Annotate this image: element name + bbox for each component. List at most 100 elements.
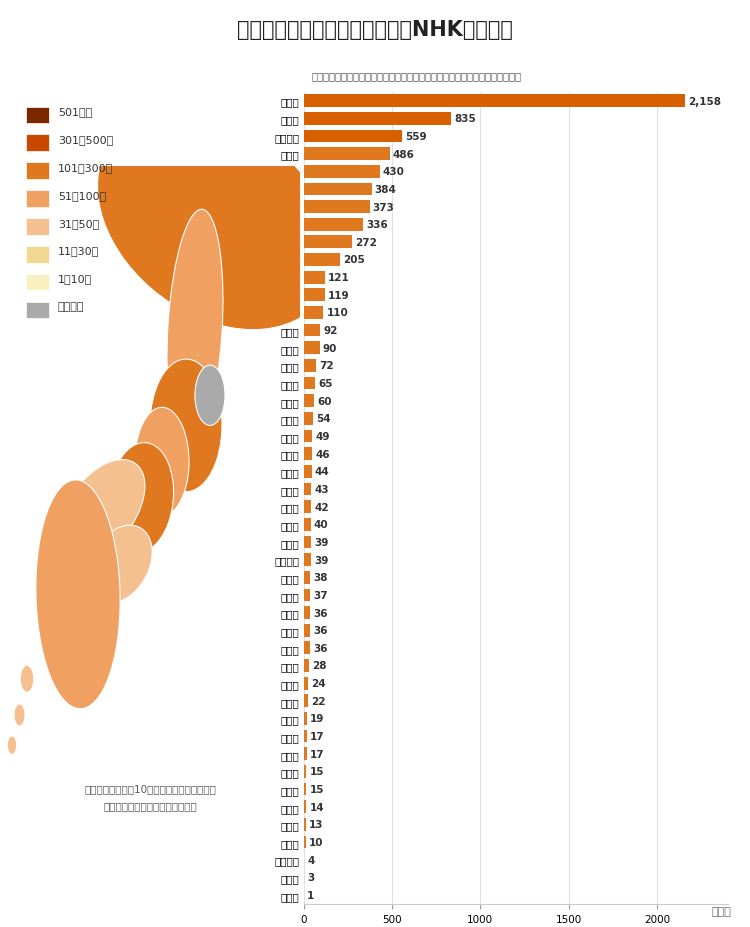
Text: 336: 336 (366, 220, 388, 230)
Text: 39: 39 (314, 538, 328, 547)
Bar (304, 553, 310, 566)
Text: 272: 272 (355, 237, 376, 248)
Bar (304, 95, 685, 108)
Circle shape (20, 666, 34, 692)
Bar (304, 219, 363, 232)
Text: 44: 44 (315, 467, 329, 476)
Bar (304, 360, 316, 373)
Bar (304, 430, 313, 443)
Text: 17: 17 (310, 749, 325, 759)
Ellipse shape (36, 480, 120, 709)
Bar (304, 184, 371, 196)
Text: 301～500人: 301～500人 (58, 135, 113, 145)
Text: 発表なし: 発表なし (58, 302, 84, 311)
Bar (304, 589, 310, 602)
Text: 下のグラフや数字をクリック・タップするとその都道府県の推移を見られます: 下のグラフや数字をクリック・タップするとその都道府県の推移を見られます (311, 71, 521, 82)
Text: 90: 90 (322, 343, 338, 353)
Bar (304, 483, 311, 496)
Ellipse shape (150, 360, 222, 492)
Bar (304, 289, 325, 302)
Text: 40: 40 (314, 520, 328, 529)
Text: 49: 49 (316, 432, 330, 441)
Text: 11～30人: 11～30人 (58, 247, 99, 256)
Ellipse shape (59, 460, 145, 561)
Text: 205: 205 (343, 255, 364, 265)
Bar (304, 624, 310, 637)
Bar (304, 501, 311, 514)
Ellipse shape (135, 408, 189, 516)
Text: 430: 430 (382, 167, 405, 177)
Bar (304, 377, 315, 390)
Text: （４月１４日午前10時半までの情報を表示）: （４月１４日午前10時半までの情報を表示） (84, 783, 216, 794)
Ellipse shape (98, 112, 334, 330)
Text: 13: 13 (309, 819, 324, 830)
Text: 24: 24 (311, 679, 326, 689)
Bar (304, 659, 309, 672)
Bar (304, 395, 314, 408)
Text: 38: 38 (314, 573, 328, 582)
Text: 28: 28 (312, 661, 326, 671)
Bar (304, 272, 325, 285)
Bar (304, 783, 307, 795)
Bar (304, 324, 320, 337)
Ellipse shape (108, 443, 174, 553)
Text: 15: 15 (310, 767, 324, 777)
Text: 42: 42 (314, 502, 329, 512)
Bar (304, 694, 307, 707)
Text: 2,158: 2,158 (688, 96, 721, 107)
Bar (304, 201, 370, 213)
Text: 4: 4 (308, 855, 315, 865)
Bar (304, 819, 306, 831)
Bar (304, 571, 310, 584)
Bar (304, 166, 380, 178)
Bar (304, 641, 310, 654)
Text: 22: 22 (310, 696, 326, 706)
Circle shape (14, 705, 25, 726)
Text: 10: 10 (309, 837, 323, 847)
Bar (304, 148, 389, 160)
Text: 36: 36 (314, 626, 328, 636)
Ellipse shape (195, 365, 225, 426)
Text: 36: 36 (314, 643, 328, 654)
Bar (304, 342, 320, 355)
Text: 65: 65 (319, 378, 333, 388)
Bar (304, 536, 310, 549)
Bar (304, 131, 403, 143)
Bar (304, 307, 323, 320)
Text: 36: 36 (314, 608, 328, 618)
Text: 559: 559 (406, 132, 427, 142)
Bar (304, 801, 306, 813)
Text: （人）: （人） (711, 906, 731, 916)
Text: 121: 121 (328, 273, 350, 283)
Bar (304, 606, 310, 619)
Text: 51～100人: 51～100人 (58, 191, 106, 200)
Bar (304, 254, 340, 267)
Text: 都道府県別の感染者数（累計・NHKまとめ）: 都道府県別の感染者数（累計・NHKまとめ） (237, 20, 513, 41)
Bar (304, 236, 352, 249)
Text: 3: 3 (308, 872, 315, 883)
Text: 1～10人: 1～10人 (58, 274, 92, 284)
Text: 119: 119 (328, 290, 350, 300)
Text: 60: 60 (317, 396, 332, 406)
Text: 39: 39 (314, 555, 328, 565)
Bar (304, 448, 312, 461)
Circle shape (8, 736, 16, 755)
Text: 15: 15 (310, 784, 324, 794)
Text: 835: 835 (454, 114, 476, 124)
Bar (304, 518, 310, 531)
Bar (304, 747, 307, 760)
Text: 14: 14 (310, 802, 324, 812)
Ellipse shape (167, 210, 223, 449)
Text: 110: 110 (326, 308, 348, 318)
Text: 37: 37 (314, 590, 328, 601)
Text: 373: 373 (373, 202, 394, 212)
Text: 92: 92 (323, 325, 338, 336)
Bar (304, 413, 313, 425)
Text: 486: 486 (393, 149, 415, 159)
Text: 31～50人: 31～50人 (58, 219, 99, 228)
Text: 43: 43 (314, 485, 329, 494)
Text: 17: 17 (310, 731, 325, 742)
Text: 54: 54 (316, 414, 331, 424)
Text: 72: 72 (320, 361, 334, 371)
Bar (304, 836, 305, 848)
